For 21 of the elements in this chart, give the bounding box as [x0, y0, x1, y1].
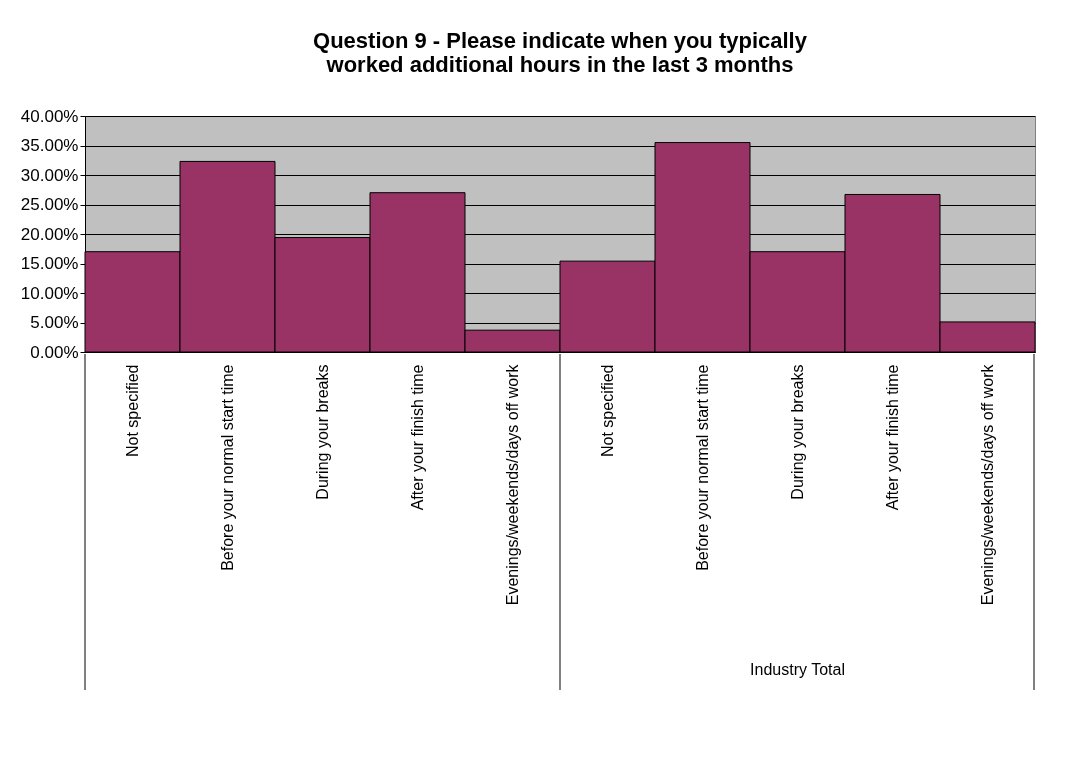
x-tick-label: Evenings/weekends/days off work: [503, 363, 521, 606]
x-tick-label: Not specified: [123, 364, 141, 457]
text: Industry Total: [750, 661, 845, 678]
x-tick-label: During your breaks: [788, 364, 806, 500]
x-tick-label: Before your normal start time: [693, 364, 711, 571]
x-tick-label: Evenings/weekends/days off work: [978, 363, 996, 606]
y-tick-label: 30.00%: [20, 165, 79, 185]
x-tick-label: After your finish time: [408, 364, 426, 511]
y-tick-label: 25.00%: [20, 195, 79, 214]
y-tick-label: 5.00%: [30, 313, 79, 332]
y-tick-label: 0.00%: [30, 342, 79, 362]
y-tick-label: 15.00%: [20, 254, 79, 273]
x-tick-label: Not specified: [598, 364, 616, 457]
x-tick-label: During your breaks: [313, 364, 331, 500]
y-tick-label: 35.00%: [20, 136, 79, 155]
x-tick-label: After your finish time: [883, 364, 901, 511]
chart-title: Question 9 - Please indicate when you typically worked additional hours in the last 3 months: [313, 28, 808, 77]
y-tick-label: 40.00%: [20, 106, 79, 126]
y-tick-label: 10.00%: [20, 283, 79, 303]
x-tick-label: Before your normal start time: [218, 364, 236, 571]
y-tick-label: 20.00%: [20, 224, 79, 244]
